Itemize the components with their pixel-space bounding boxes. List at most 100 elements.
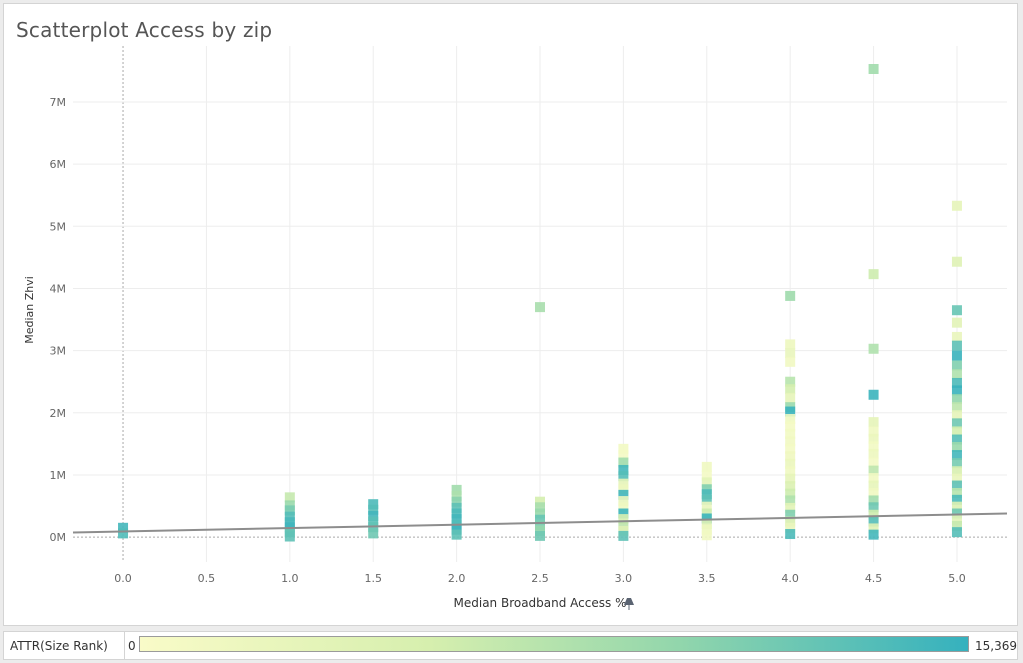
data-point[interactable] bbox=[701, 501, 712, 512]
data-point[interactable] bbox=[701, 530, 712, 541]
data-point[interactable] bbox=[951, 350, 962, 361]
data-point[interactable] bbox=[284, 492, 295, 503]
data-point[interactable] bbox=[701, 470, 712, 481]
data-point[interactable] bbox=[618, 520, 629, 531]
data-point[interactable] bbox=[368, 510, 379, 521]
data-point[interactable] bbox=[785, 495, 796, 506]
data-point[interactable] bbox=[868, 448, 879, 459]
data-point[interactable] bbox=[785, 290, 796, 301]
data-point[interactable] bbox=[868, 433, 879, 444]
data-point[interactable] bbox=[951, 458, 962, 469]
data-point[interactable] bbox=[868, 343, 879, 354]
data-point[interactable] bbox=[701, 513, 712, 524]
data-point[interactable] bbox=[785, 376, 796, 387]
data-point[interactable] bbox=[451, 484, 462, 495]
data-point[interactable] bbox=[618, 484, 629, 495]
data-point[interactable] bbox=[618, 496, 629, 507]
data-point[interactable] bbox=[451, 514, 462, 525]
data-point[interactable] bbox=[951, 520, 962, 531]
data-point[interactable] bbox=[618, 489, 629, 500]
data-point[interactable] bbox=[951, 331, 962, 342]
data-point[interactable] bbox=[785, 384, 796, 395]
data-point[interactable] bbox=[785, 421, 796, 432]
data-point[interactable] bbox=[701, 489, 712, 500]
data-point[interactable] bbox=[701, 519, 712, 530]
data-point[interactable] bbox=[284, 505, 295, 516]
data-point[interactable] bbox=[868, 441, 879, 452]
data-point[interactable] bbox=[785, 522, 796, 533]
data-point[interactable] bbox=[868, 529, 879, 540]
data-point[interactable] bbox=[951, 394, 962, 405]
data-point[interactable] bbox=[535, 508, 545, 519]
data-point[interactable] bbox=[618, 443, 629, 454]
data-point[interactable] bbox=[951, 418, 962, 429]
data-point[interactable] bbox=[535, 520, 545, 531]
data-point[interactable] bbox=[618, 502, 629, 513]
data-point[interactable] bbox=[118, 528, 129, 539]
data-point[interactable] bbox=[868, 389, 879, 400]
data-point[interactable] bbox=[868, 487, 879, 498]
data-point[interactable] bbox=[618, 508, 629, 519]
pin-icon[interactable] bbox=[624, 598, 634, 610]
data-point[interactable] bbox=[951, 340, 962, 351]
data-point[interactable] bbox=[951, 410, 962, 421]
data-point[interactable] bbox=[951, 514, 962, 525]
data-point[interactable] bbox=[868, 465, 879, 476]
data-point[interactable] bbox=[701, 477, 712, 488]
data-point[interactable] bbox=[618, 464, 629, 475]
data-point[interactable] bbox=[951, 466, 962, 477]
data-point[interactable] bbox=[701, 494, 712, 505]
data-point[interactable] bbox=[868, 457, 879, 468]
data-point[interactable] bbox=[951, 441, 962, 452]
data-point[interactable] bbox=[368, 516, 379, 527]
data-point[interactable] bbox=[535, 530, 545, 541]
data-point[interactable] bbox=[868, 502, 879, 513]
data-point[interactable] bbox=[785, 458, 796, 469]
data-point[interactable] bbox=[785, 509, 796, 520]
data-point[interactable] bbox=[951, 450, 962, 461]
data-point[interactable] bbox=[951, 501, 962, 512]
data-point[interactable] bbox=[618, 450, 629, 461]
data-point[interactable] bbox=[951, 434, 962, 445]
data-point[interactable] bbox=[785, 406, 796, 417]
data-point[interactable] bbox=[451, 529, 462, 540]
trend-line[interactable] bbox=[72, 512, 1008, 534]
data-point[interactable] bbox=[284, 531, 295, 542]
data-point[interactable] bbox=[868, 523, 879, 534]
data-point[interactable] bbox=[951, 200, 962, 211]
data-point[interactable] bbox=[868, 417, 879, 428]
data-point[interactable] bbox=[785, 481, 796, 492]
data-point[interactable] bbox=[785, 339, 796, 350]
data-point[interactable] bbox=[618, 514, 629, 525]
data-point[interactable] bbox=[368, 504, 379, 515]
data-point[interactable] bbox=[284, 511, 295, 522]
data-point[interactable] bbox=[951, 305, 962, 316]
data-point[interactable] bbox=[535, 496, 545, 507]
data-point[interactable] bbox=[451, 502, 462, 513]
data-point[interactable] bbox=[951, 377, 962, 388]
data-point[interactable] bbox=[785, 488, 796, 499]
data-point[interactable] bbox=[118, 522, 129, 533]
data-point[interactable] bbox=[368, 528, 379, 539]
data-point[interactable] bbox=[951, 385, 962, 396]
data-point[interactable] bbox=[868, 473, 879, 484]
data-point[interactable] bbox=[868, 516, 879, 527]
data-point[interactable] bbox=[785, 356, 796, 367]
data-point[interactable] bbox=[868, 495, 879, 506]
data-point[interactable] bbox=[618, 530, 629, 541]
data-point[interactable] bbox=[868, 480, 879, 491]
data-point[interactable] bbox=[618, 457, 629, 468]
data-point[interactable] bbox=[368, 499, 379, 510]
data-point[interactable] bbox=[785, 414, 796, 425]
data-point[interactable] bbox=[785, 436, 796, 447]
data-point[interactable] bbox=[785, 348, 796, 359]
data-point[interactable] bbox=[951, 480, 962, 491]
data-point[interactable] bbox=[868, 509, 879, 520]
data-point[interactable] bbox=[785, 466, 796, 477]
data-point[interactable] bbox=[951, 508, 962, 519]
data-point[interactable] bbox=[785, 428, 796, 439]
data-point[interactable] bbox=[951, 402, 962, 413]
data-point[interactable] bbox=[785, 516, 796, 527]
data-point[interactable] bbox=[618, 471, 629, 482]
scatter-plot[interactable]: 0.0 0.5 1.0 1.5 2.0 2.5 3.0 3.5 4.0 4.5 5.0 0M 1M 2M… bbox=[0, 0, 1023, 628]
